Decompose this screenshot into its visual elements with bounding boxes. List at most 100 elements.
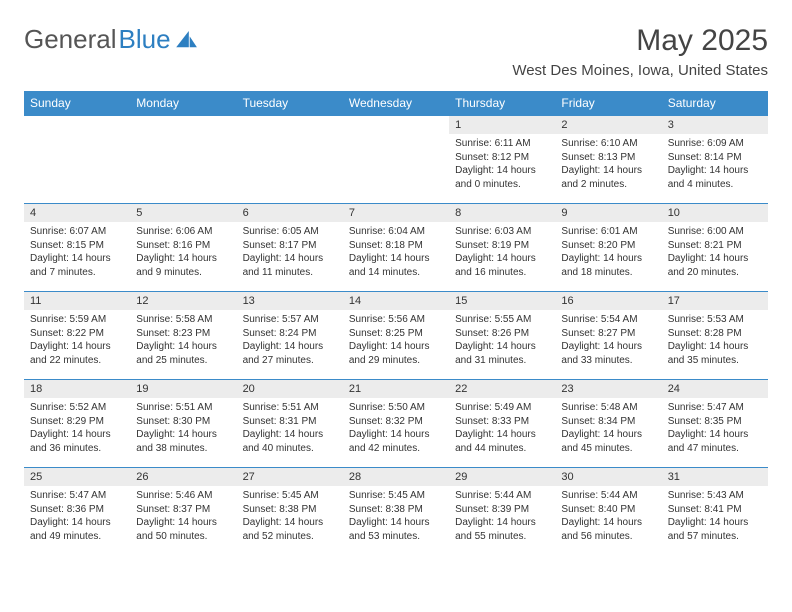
sunrise-line: Sunrise: 6:03 AM — [455, 225, 549, 239]
calendar-day: 18Sunrise: 5:52 AMSunset: 8:29 PMDayligh… — [24, 380, 130, 468]
day-number: 10 — [662, 204, 768, 222]
daylight-line-2: and 45 minutes. — [561, 442, 655, 456]
sunrise-line: Sunrise: 5:59 AM — [30, 313, 124, 327]
day-number: 1 — [449, 116, 555, 134]
sunset-line: Sunset: 8:13 PM — [561, 151, 655, 165]
daylight-line-2: and 47 minutes. — [668, 442, 762, 456]
daylight-line-2: and 29 minutes. — [349, 354, 443, 368]
sunset-line: Sunset: 8:12 PM — [455, 151, 549, 165]
day-number: 17 — [662, 292, 768, 310]
daylight-line-1: Daylight: 14 hours — [668, 516, 762, 530]
sunrise-line: Sunrise: 5:54 AM — [561, 313, 655, 327]
calendar-day: 20Sunrise: 5:51 AMSunset: 8:31 PMDayligh… — [237, 380, 343, 468]
day-number: 18 — [24, 380, 130, 398]
calendar-day: 14Sunrise: 5:56 AMSunset: 8:25 PMDayligh… — [343, 292, 449, 380]
daylight-line-2: and 49 minutes. — [30, 530, 124, 544]
daylight-line-2: and 16 minutes. — [455, 266, 549, 280]
sunrise-line: Sunrise: 5:45 AM — [243, 489, 337, 503]
month-title: May 2025 — [512, 24, 768, 58]
day-details: Sunrise: 6:01 AMSunset: 8:20 PMDaylight:… — [555, 222, 661, 283]
calendar-day: 9Sunrise: 6:01 AMSunset: 8:20 PMDaylight… — [555, 204, 661, 292]
location-label: West Des Moines, Iowa, United States — [512, 62, 768, 79]
daylight-line-1: Daylight: 14 hours — [136, 428, 230, 442]
sunset-line: Sunset: 8:34 PM — [561, 415, 655, 429]
daylight-line-1: Daylight: 14 hours — [243, 516, 337, 530]
calendar-day: 6Sunrise: 6:05 AMSunset: 8:17 PMDaylight… — [237, 204, 343, 292]
calendar-day: 10Sunrise: 6:00 AMSunset: 8:21 PMDayligh… — [662, 204, 768, 292]
calendar-day: 13Sunrise: 5:57 AMSunset: 8:24 PMDayligh… — [237, 292, 343, 380]
day-number: 12 — [130, 292, 236, 310]
daylight-line-1: Daylight: 14 hours — [30, 428, 124, 442]
daylight-line-1: Daylight: 14 hours — [30, 252, 124, 266]
sunrise-line: Sunrise: 6:07 AM — [30, 225, 124, 239]
daylight-line-2: and 11 minutes. — [243, 266, 337, 280]
day-details: Sunrise: 5:49 AMSunset: 8:33 PMDaylight:… — [449, 398, 555, 459]
sunset-line: Sunset: 8:30 PM — [136, 415, 230, 429]
calendar-header-row: SundayMondayTuesdayWednesdayThursdayFrid… — [24, 91, 768, 116]
sunrise-line: Sunrise: 5:47 AM — [30, 489, 124, 503]
day-details: Sunrise: 5:45 AMSunset: 8:38 PMDaylight:… — [237, 486, 343, 547]
day-number: 19 — [130, 380, 236, 398]
daylight-line-1: Daylight: 14 hours — [668, 340, 762, 354]
day-number: 14 — [343, 292, 449, 310]
day-details: Sunrise: 6:06 AMSunset: 8:16 PMDaylight:… — [130, 222, 236, 283]
day-number: 28 — [343, 468, 449, 486]
day-number: 2 — [555, 116, 661, 134]
sunrise-line: Sunrise: 5:44 AM — [561, 489, 655, 503]
daylight-line-2: and 35 minutes. — [668, 354, 762, 368]
sunset-line: Sunset: 8:36 PM — [30, 503, 124, 517]
sunrise-line: Sunrise: 6:04 AM — [349, 225, 443, 239]
sunrise-line: Sunrise: 5:47 AM — [668, 401, 762, 415]
daylight-line-2: and 44 minutes. — [455, 442, 549, 456]
daylight-line-2: and 53 minutes. — [349, 530, 443, 544]
day-number: 11 — [24, 292, 130, 310]
daylight-line-2: and 33 minutes. — [561, 354, 655, 368]
sunset-line: Sunset: 8:41 PM — [668, 503, 762, 517]
sunrise-line: Sunrise: 5:53 AM — [668, 313, 762, 327]
calendar-day: 4Sunrise: 6:07 AMSunset: 8:15 PMDaylight… — [24, 204, 130, 292]
daylight-line-1: Daylight: 14 hours — [30, 340, 124, 354]
daylight-line-1: Daylight: 14 hours — [561, 164, 655, 178]
calendar-day: 27Sunrise: 5:45 AMSunset: 8:38 PMDayligh… — [237, 468, 343, 556]
calendar-day: 2Sunrise: 6:10 AMSunset: 8:13 PMDaylight… — [555, 116, 661, 204]
day-number: 15 — [449, 292, 555, 310]
daylight-line-2: and 4 minutes. — [668, 178, 762, 192]
day-details: Sunrise: 6:11 AMSunset: 8:12 PMDaylight:… — [449, 134, 555, 195]
day-number: 5 — [130, 204, 236, 222]
day-header: Sunday — [24, 91, 130, 116]
sunrise-line: Sunrise: 6:09 AM — [668, 137, 762, 151]
daylight-line-2: and 2 minutes. — [561, 178, 655, 192]
brand-part2: Blue — [119, 24, 171, 55]
daylight-line-1: Daylight: 14 hours — [349, 428, 443, 442]
daylight-line-1: Daylight: 14 hours — [30, 516, 124, 530]
daylight-line-2: and 55 minutes. — [455, 530, 549, 544]
sunrise-line: Sunrise: 5:52 AM — [30, 401, 124, 415]
title-block: May 2025 West Des Moines, Iowa, United S… — [512, 24, 768, 79]
daylight-line-1: Daylight: 14 hours — [136, 252, 230, 266]
calendar-day: 3Sunrise: 6:09 AMSunset: 8:14 PMDaylight… — [662, 116, 768, 204]
day-details: Sunrise: 5:59 AMSunset: 8:22 PMDaylight:… — [24, 310, 130, 371]
daylight-line-1: Daylight: 14 hours — [349, 516, 443, 530]
sunset-line: Sunset: 8:32 PM — [349, 415, 443, 429]
sunset-line: Sunset: 8:20 PM — [561, 239, 655, 253]
calendar-day: 16Sunrise: 5:54 AMSunset: 8:27 PMDayligh… — [555, 292, 661, 380]
sunset-line: Sunset: 8:18 PM — [349, 239, 443, 253]
day-number: 30 — [555, 468, 661, 486]
day-details: Sunrise: 6:04 AMSunset: 8:18 PMDaylight:… — [343, 222, 449, 283]
calendar-day: 17Sunrise: 5:53 AMSunset: 8:28 PMDayligh… — [662, 292, 768, 380]
sunset-line: Sunset: 8:26 PM — [455, 327, 549, 341]
sunrise-line: Sunrise: 6:11 AM — [455, 137, 549, 151]
daylight-line-2: and 42 minutes. — [349, 442, 443, 456]
calendar-day: 21Sunrise: 5:50 AMSunset: 8:32 PMDayligh… — [343, 380, 449, 468]
sunset-line: Sunset: 8:15 PM — [30, 239, 124, 253]
day-number: 9 — [555, 204, 661, 222]
calendar-day: 23Sunrise: 5:48 AMSunset: 8:34 PMDayligh… — [555, 380, 661, 468]
sunset-line: Sunset: 8:38 PM — [349, 503, 443, 517]
daylight-line-1: Daylight: 14 hours — [455, 428, 549, 442]
sunrise-line: Sunrise: 5:49 AM — [455, 401, 549, 415]
calendar-day: 7Sunrise: 6:04 AMSunset: 8:18 PMDaylight… — [343, 204, 449, 292]
daylight-line-2: and 31 minutes. — [455, 354, 549, 368]
daylight-line-2: and 52 minutes. — [243, 530, 337, 544]
sunset-line: Sunset: 8:16 PM — [136, 239, 230, 253]
calendar-week: 18Sunrise: 5:52 AMSunset: 8:29 PMDayligh… — [24, 380, 768, 468]
